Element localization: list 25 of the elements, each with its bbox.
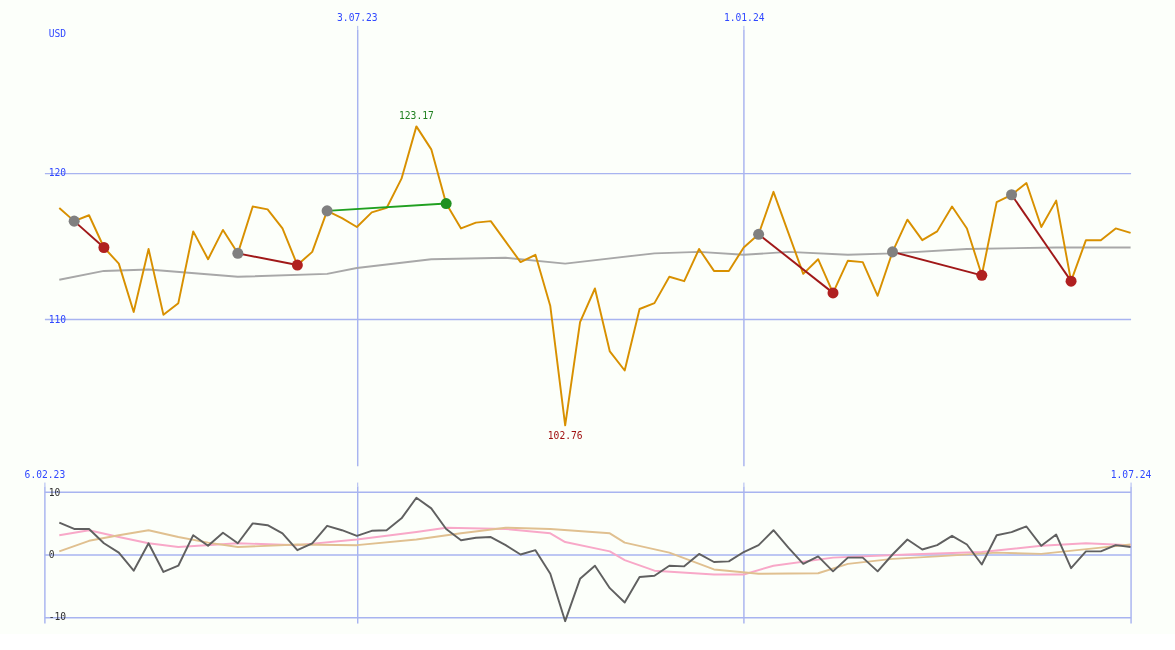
x-tick-label: 6.02.23 <box>24 468 66 480</box>
y-tick-label: -10 <box>48 611 67 623</box>
point <box>827 287 839 299</box>
x-tick-label: 1.01.24 <box>723 12 765 24</box>
point <box>440 198 452 210</box>
point <box>232 247 244 259</box>
point <box>1065 275 1077 287</box>
y-tick-label: 120 <box>48 167 67 179</box>
y-tick-label: 110 <box>48 313 67 325</box>
point <box>68 215 80 227</box>
point <box>976 269 988 281</box>
point <box>321 205 333 217</box>
y-axis-title: USD <box>48 28 67 40</box>
x-tick-label: 3.07.23 <box>337 12 378 24</box>
point <box>291 259 303 271</box>
point <box>887 246 899 258</box>
x-tick-label: 1.07.24 <box>1110 468 1152 480</box>
point <box>1006 189 1018 201</box>
y-tick-label: 10 <box>48 486 61 498</box>
y-tick-label: 0 <box>48 548 55 560</box>
point <box>98 241 110 253</box>
line-series <box>58 246 1132 281</box>
annotation: 102.76 <box>547 429 583 441</box>
annotation: 123.17 <box>398 109 434 121</box>
point <box>753 228 765 240</box>
